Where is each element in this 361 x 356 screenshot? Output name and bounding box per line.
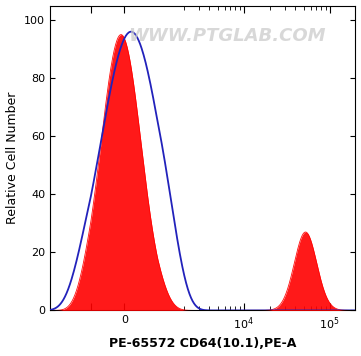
Text: WWW.PTGLAB.COM: WWW.PTGLAB.COM [129,27,326,45]
Y-axis label: Relative Cell Number: Relative Cell Number [5,92,18,224]
X-axis label: PE-65572 CD64(10.1),PE-A: PE-65572 CD64(10.1),PE-A [109,337,296,350]
